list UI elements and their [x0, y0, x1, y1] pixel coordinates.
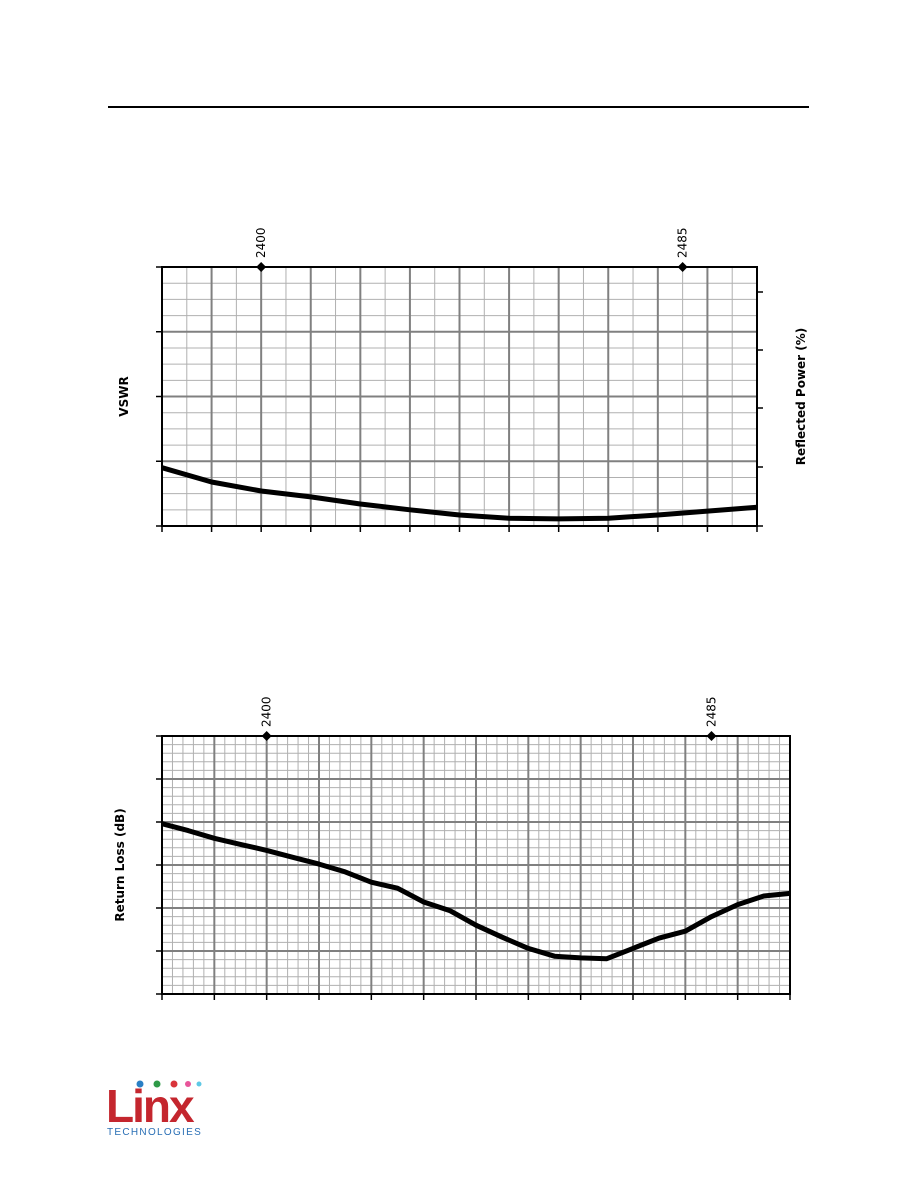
logo-dot — [196, 1081, 202, 1087]
marker-label: 2400 — [260, 696, 274, 727]
logo-dot — [185, 1081, 191, 1087]
y-axis-label: VSWR — [117, 376, 131, 416]
marker-label: 2485 — [676, 227, 690, 258]
marker — [261, 731, 272, 741]
logo-dot — [170, 1080, 178, 1088]
y-axis-label: Return Loss (dB) — [113, 808, 127, 921]
data-line — [161, 465, 758, 522]
y2-axis-label: Reflected Power (%) — [794, 328, 808, 466]
marker — [256, 262, 267, 272]
logo-tagline: TECHNOLOGIES — [107, 1127, 202, 1138]
logo: Linx TECHNOLOGIES — [106, 1080, 202, 1138]
marker-label: 2485 — [705, 696, 719, 727]
chart: 2400 2485 VSWR Reflected Power (%) — [117, 227, 808, 532]
data-line — [161, 821, 791, 962]
marker-label: 2400 — [254, 227, 268, 258]
logo-dot — [136, 1080, 144, 1088]
marker — [677, 262, 688, 272]
plot-frame — [161, 266, 758, 527]
marker — [706, 731, 717, 741]
plot-frame — [161, 735, 791, 995]
chart: 2400 2485 Return Loss (dB) — [113, 696, 791, 1000]
logo-name: Linx — [106, 1080, 195, 1132]
logo-dot — [153, 1080, 161, 1088]
